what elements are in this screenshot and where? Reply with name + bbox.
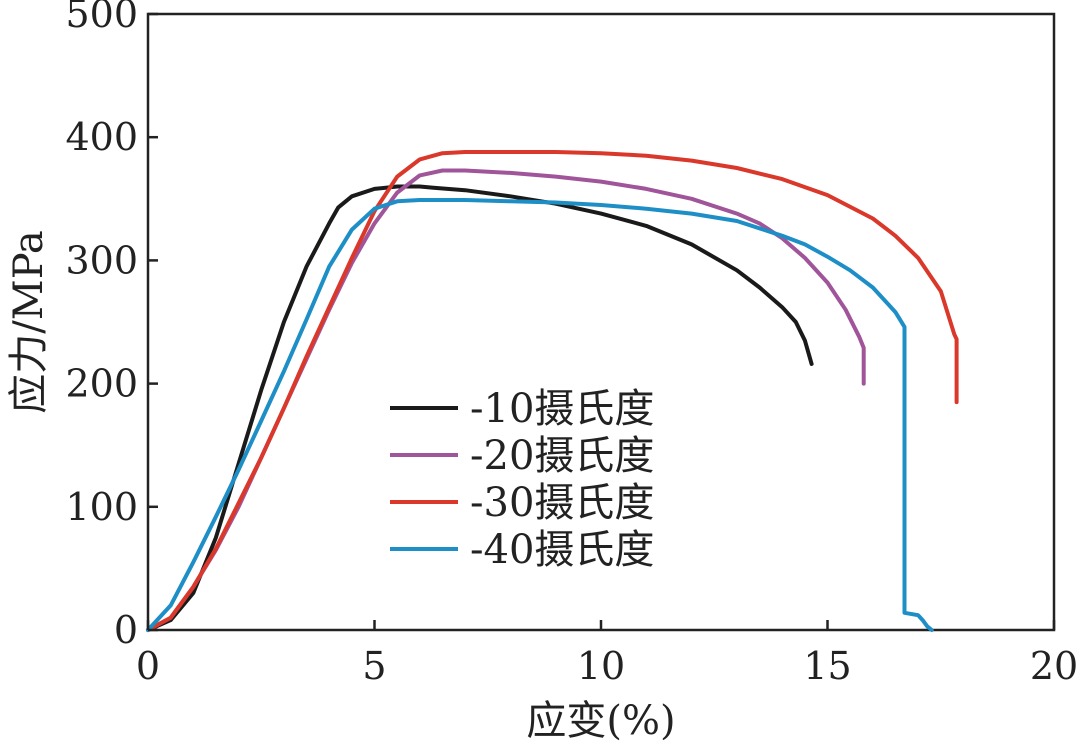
x-tick-label: 0 (136, 644, 160, 688)
y-tick-label: 200 (65, 362, 138, 406)
x-tick-label: 5 (362, 644, 386, 688)
y-tick-label: 0 (114, 608, 138, 652)
y-tick-label: 100 (65, 485, 138, 529)
legend-label-4: -40摄氏度 (470, 527, 654, 573)
legend-label-3: -30摄氏度 (470, 480, 654, 526)
y-tick-label: 500 (65, 0, 138, 36)
x-tick-label: 10 (577, 644, 625, 688)
y-tick-label: 300 (65, 238, 138, 282)
series-line-1 (146, 184, 814, 632)
y-axis-title: 应力/MPa (6, 230, 52, 413)
legend-label-1: -10摄氏度 (470, 386, 654, 432)
series-line-4 (146, 198, 934, 632)
x-tick-label: 15 (803, 644, 851, 688)
x-tick-label: 20 (1030, 644, 1078, 688)
x-axis-title: 应变(%) (526, 698, 675, 744)
legend-label-2: -20摄氏度 (470, 433, 654, 479)
series-line-3 (146, 150, 959, 632)
y-tick-label: 400 (65, 115, 138, 159)
